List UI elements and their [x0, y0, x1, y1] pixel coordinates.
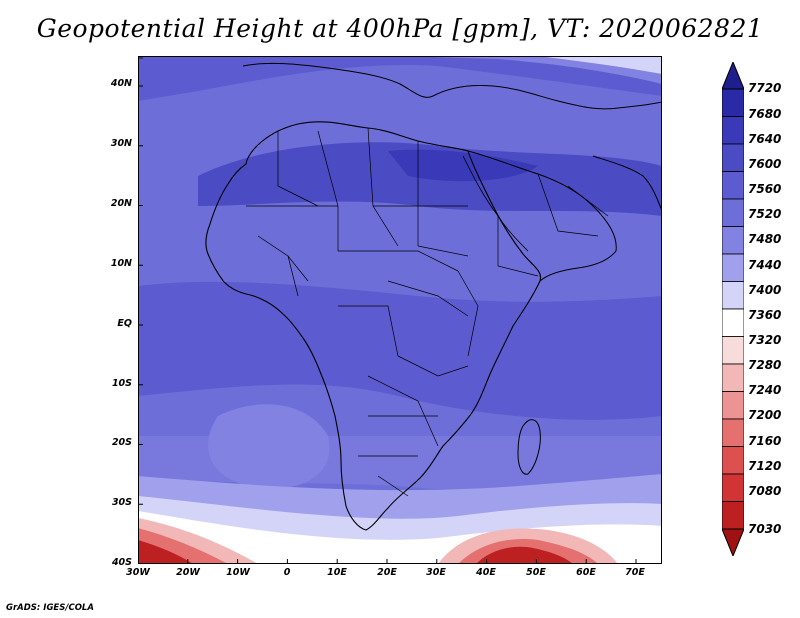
colorbar-label: 7280	[748, 358, 782, 372]
lat-label: 10N	[110, 258, 132, 269]
colorbar-label: 7400	[748, 283, 782, 297]
colorbar-cell	[722, 391, 744, 420]
lon-label: 0	[283, 567, 291, 578]
lon-label: 20W	[176, 567, 200, 578]
lat-label: 10S	[111, 378, 132, 389]
colorbar-cell	[722, 418, 744, 447]
colorbar-label: 7360	[748, 308, 782, 322]
madagascar	[517, 419, 541, 475]
colorbar-cell	[722, 143, 744, 172]
colorbar-cell	[722, 198, 744, 227]
colorbar-label: 7200	[748, 408, 782, 422]
colorbar-label: 7160	[748, 434, 782, 448]
lat-label: 40N	[110, 78, 132, 89]
colorbar-label: 7320	[748, 333, 782, 347]
lon-label: 30E	[426, 567, 446, 578]
colorbar-label: 7720	[748, 81, 782, 95]
lat-label: 20N	[110, 198, 132, 209]
footer-credit: GrADS: IGES/COLA	[6, 603, 94, 613]
asia-coastline	[592, 155, 662, 212]
colorbar-label: 7440	[748, 258, 782, 272]
colorbar-cell	[722, 171, 744, 200]
lat-label: 30N	[110, 138, 132, 149]
arabia-coastline	[467, 150, 617, 282]
colorbar-label: 7600	[748, 157, 782, 171]
lon-label: 10W	[226, 567, 250, 578]
map-panel	[138, 56, 662, 564]
colorbar-cell	[722, 88, 744, 117]
lon-label: 70E	[625, 567, 645, 578]
colorbar-cell	[722, 308, 744, 337]
colorbar-cell	[722, 446, 744, 475]
colorbar-label: 7520	[748, 207, 782, 221]
colorbar-cell	[722, 281, 744, 310]
lat-label: 30S	[111, 497, 132, 508]
colorbar-cell	[722, 336, 744, 365]
lon-label: 60E	[576, 567, 596, 578]
colorbar-cell	[722, 501, 744, 530]
lon-label: 40E	[476, 567, 496, 578]
colorbar-cell	[722, 226, 744, 255]
map-svg	[138, 56, 662, 564]
lat-label: EQ	[117, 318, 132, 329]
lon-label: 10E	[327, 567, 347, 578]
colorbar-label: 7680	[748, 107, 782, 121]
colorbar-cell	[722, 253, 744, 282]
colorbar-cell	[722, 473, 744, 502]
lon-label: 30W	[126, 567, 150, 578]
map-frame	[138, 56, 662, 564]
colorbar-bottom-arrow	[722, 528, 744, 556]
africa-coastline	[205, 121, 542, 531]
colorbar-cell	[722, 363, 744, 392]
colorbar-label: 7030	[748, 522, 782, 536]
colorbar-label: 7560	[748, 182, 782, 196]
colorbar-label: 7080	[748, 484, 782, 498]
country-borders	[246, 127, 609, 497]
colorbar-label: 7120	[748, 459, 782, 473]
colorbar-label: 7480	[748, 232, 782, 246]
colorbar-label: 7240	[748, 383, 782, 397]
colorbar-top-arrow	[722, 62, 744, 90]
colorbar-label: 7640	[748, 132, 782, 146]
europe-coastline	[242, 62, 662, 110]
colorbar	[722, 62, 744, 556]
lat-label: 20S	[111, 437, 132, 448]
lon-label: 20E	[377, 567, 397, 578]
lon-label: 50E	[526, 567, 546, 578]
lat-label: 40S	[111, 557, 132, 568]
colorbar-cell	[722, 116, 744, 145]
chart-title: Geopotential Height at 400hPa [gpm], VT:…	[36, 14, 764, 43]
